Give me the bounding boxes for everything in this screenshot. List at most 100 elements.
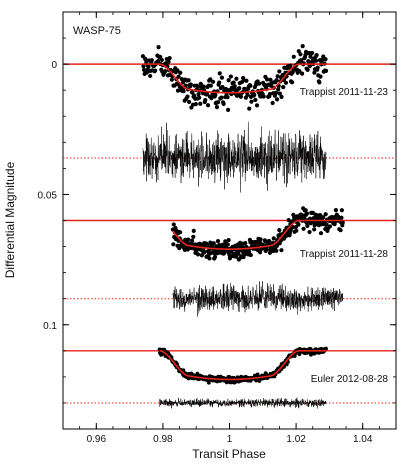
model-curve-1 xyxy=(172,219,343,250)
data-point xyxy=(291,54,296,59)
data-point xyxy=(277,91,282,96)
data-point xyxy=(273,90,279,95)
data-point xyxy=(266,238,272,244)
data-point xyxy=(254,103,260,108)
data-point xyxy=(226,237,231,243)
data-point xyxy=(305,223,310,228)
data-point xyxy=(159,57,164,63)
data-point xyxy=(205,103,211,108)
data-point xyxy=(231,80,236,85)
data-point xyxy=(208,77,213,82)
data-point xyxy=(287,231,293,236)
data-point xyxy=(228,74,233,79)
data-point xyxy=(248,252,253,258)
data-point xyxy=(210,79,216,84)
data-point xyxy=(338,228,343,233)
data-point xyxy=(307,229,312,235)
data-point xyxy=(283,80,289,85)
residual-trace-0 xyxy=(142,121,327,193)
data-point xyxy=(234,254,239,259)
data-point xyxy=(307,63,313,69)
data-point xyxy=(238,94,243,99)
data-point xyxy=(321,215,326,220)
series-label-2: Euler 2012-08-28 xyxy=(311,374,389,385)
series-0 xyxy=(63,44,396,193)
data-point xyxy=(318,74,323,79)
data-point xyxy=(286,217,291,223)
model-curve-2 xyxy=(159,350,327,381)
x-tick-label: 0.98 xyxy=(153,434,173,445)
data-point xyxy=(153,68,158,73)
data-point xyxy=(196,92,201,97)
data-point xyxy=(277,69,282,74)
x-tick-label: 1.02 xyxy=(286,434,306,445)
data-point xyxy=(305,67,310,72)
data-point xyxy=(279,94,284,99)
data-point xyxy=(148,73,153,79)
data-point xyxy=(169,77,174,82)
data-point xyxy=(189,238,195,243)
data-point xyxy=(297,68,302,74)
data-point xyxy=(225,107,231,112)
data-point xyxy=(300,44,305,49)
residual-trace-2 xyxy=(159,397,327,409)
data-point xyxy=(187,99,192,105)
data-point xyxy=(339,215,344,220)
y-tick-label: 0.05 xyxy=(38,190,58,201)
data-point xyxy=(191,234,196,239)
data-point xyxy=(279,248,284,253)
data-point xyxy=(219,75,225,80)
data-point xyxy=(178,70,183,75)
data-point xyxy=(234,76,239,81)
y-tick-label: 0.1 xyxy=(43,321,57,332)
data-point xyxy=(155,59,161,64)
data-point xyxy=(212,254,218,260)
data-point xyxy=(176,74,181,79)
data-point xyxy=(245,92,250,97)
data-point xyxy=(217,80,222,85)
data-point xyxy=(274,78,279,83)
data-point xyxy=(332,222,337,227)
data-point xyxy=(226,78,231,83)
data-point xyxy=(171,222,176,227)
data-point xyxy=(198,101,203,106)
y-tick-label: 0 xyxy=(51,60,57,71)
data-point xyxy=(193,101,198,107)
data-point xyxy=(156,45,161,50)
residual-trace-1 xyxy=(172,281,343,317)
data-point xyxy=(146,64,151,69)
data-point xyxy=(281,85,286,90)
series-2 xyxy=(63,346,396,409)
data-point xyxy=(248,83,253,88)
data-point xyxy=(221,101,226,106)
data-point xyxy=(244,78,249,83)
data-point xyxy=(253,97,258,103)
ticks-layer: 0.96 0.98 1 1.02 1.04 0 0.05 0.1 xyxy=(38,11,397,445)
data-point xyxy=(217,71,222,76)
data-point xyxy=(267,92,272,97)
data-point xyxy=(314,53,319,58)
data-point xyxy=(175,68,180,73)
data-point xyxy=(225,95,230,100)
data-point xyxy=(271,236,276,241)
data-point xyxy=(275,74,280,79)
data-point xyxy=(310,50,315,56)
data-point xyxy=(252,92,257,97)
data-point xyxy=(290,70,295,75)
data-point xyxy=(298,52,303,57)
x-axis-label: Transit Phase xyxy=(192,447,266,461)
data-point xyxy=(290,225,296,230)
data-point xyxy=(264,247,269,252)
data-point xyxy=(167,55,172,61)
data-point xyxy=(186,237,191,242)
data-point xyxy=(312,227,317,232)
data-point xyxy=(163,69,168,74)
data-point xyxy=(274,248,279,253)
data-point xyxy=(215,100,221,105)
data-point xyxy=(297,352,302,357)
data-point xyxy=(339,208,344,213)
data-point xyxy=(300,71,305,76)
data-point xyxy=(276,87,281,92)
data-point xyxy=(327,224,333,229)
data-point xyxy=(324,346,328,351)
